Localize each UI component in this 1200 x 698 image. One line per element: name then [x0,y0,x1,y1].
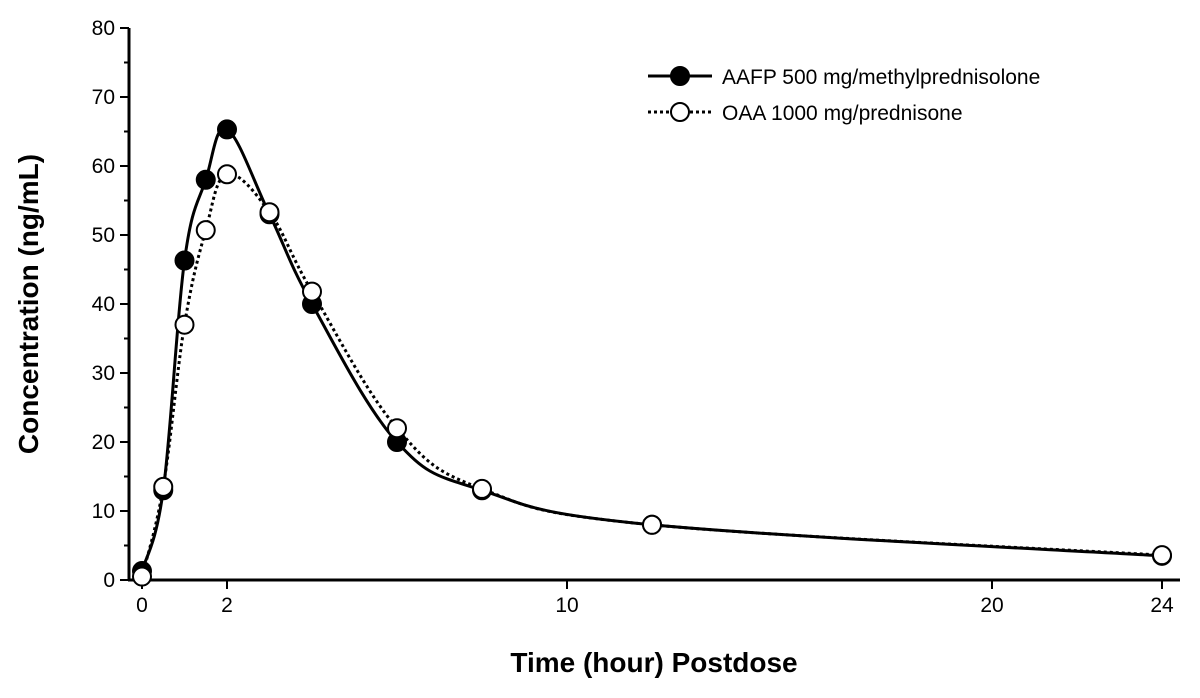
data-point-oaa [217,164,237,185]
data-point-oaa [132,566,152,587]
series-line-aafp [140,127,1163,572]
data-point-oaa [472,478,492,499]
data-point-aafp [195,169,216,190]
x-axis-label: Time (hour) Postdose [510,647,797,678]
legend-marker-oaa [670,102,690,122]
legend-marker-aafp [670,66,690,86]
x-tick-label: 10 [555,594,578,617]
legend: AAFP 500 mg/methylprednisolone OAA 1000 … [648,66,1040,125]
data-point-oaa [259,202,280,223]
y-tick-label: 20 [92,431,115,454]
x-tick-label: 20 [980,594,1003,617]
x-tick-label: 24 [1150,594,1174,617]
y-axis-label: Concentration (ng/mL) [13,154,44,454]
y-tick-label: 70 [92,86,115,109]
x-tick-label: 2 [221,594,233,617]
y-tick-label: 50 [92,224,115,247]
data-point-oaa [195,220,216,241]
legend-label-aafp: AAFP 500 mg/methylprednisolone [722,66,1040,89]
data-point-oaa [387,418,407,439]
y-tick-label: 10 [92,500,115,523]
data-point-oaa [302,281,322,302]
data-point-oaa [174,314,195,335]
y-tick-label: 60 [92,155,115,178]
data-point-oaa [642,514,662,535]
x-tick-label: 0 [136,594,148,617]
data-point-oaa [1152,545,1172,566]
legend-label-oaa: OAA 1000 mg/prednisone [722,102,963,125]
y-tick-label: 40 [92,293,115,316]
data-point-aafp [217,119,237,140]
y-tick-label: 30 [92,362,115,385]
y-tick-label: 80 [92,17,115,40]
y-tick-label: 0 [103,569,115,592]
data-point-oaa [153,476,174,497]
data-point-aafp [174,250,195,271]
